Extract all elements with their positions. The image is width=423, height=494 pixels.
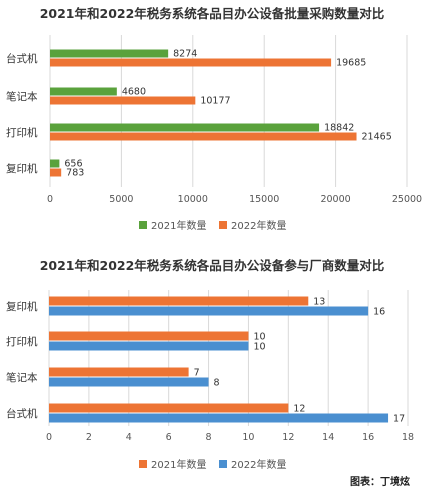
category-label: 复印机	[6, 300, 38, 313]
x-tick-label: 0	[47, 194, 53, 205]
bar-series-1	[49, 296, 309, 306]
bar-series-2	[49, 341, 249, 351]
x-tick-label: 6	[166, 432, 172, 443]
bar-series-1	[50, 123, 320, 132]
bar-series-1	[50, 87, 117, 96]
bar-series-1	[49, 331, 249, 341]
category-label: 复印机	[6, 162, 38, 175]
data-label: 8274	[173, 49, 197, 60]
data-label: 13	[313, 297, 325, 308]
data-label: 10177	[200, 96, 230, 107]
x-tick-label: 25000	[392, 194, 422, 205]
bar-series-2	[50, 168, 62, 177]
bar-series-1	[49, 403, 289, 413]
bar-series-1	[50, 49, 169, 58]
chart-title: 2021年和2022年税务系统各品目办公设备批量采购数量对比	[40, 6, 385, 21]
data-label: 783	[66, 168, 84, 179]
x-tick-label: 2	[86, 432, 92, 443]
data-label: 8	[214, 378, 220, 389]
x-tick-label: 14	[322, 432, 334, 443]
chart-procurement-quantity: 2021年和2022年税务系统各品目办公设备批量采购数量对比 0 5000 10000…	[6, 6, 422, 232]
bar-series-1	[50, 159, 60, 168]
bar-series-2	[50, 58, 332, 67]
x-tick-label: 18	[402, 432, 414, 443]
x-tick-label: 10	[242, 432, 254, 443]
legend-swatch	[139, 460, 147, 468]
bar-series-2	[49, 377, 209, 387]
category-label: 台式机	[6, 52, 38, 65]
bar-series-2	[49, 306, 369, 316]
legend-label: 2022年数量	[231, 458, 286, 471]
x-tick-label: 12	[282, 432, 294, 443]
data-label: 18842	[324, 123, 354, 134]
bar-series-2	[49, 413, 389, 423]
chart-title: 2021年和2022年税务系统各品目办公设备参与厂商数量对比	[40, 258, 385, 273]
chart-credit: 图表：丁境炫	[350, 475, 410, 488]
legend-label: 2021年数量	[151, 219, 206, 232]
x-tick-label: 8	[206, 432, 212, 443]
bar-series-2	[50, 96, 196, 105]
legend-swatch	[219, 221, 227, 229]
legend-label: 2021年数量	[151, 458, 206, 471]
category-label: 打印机	[6, 126, 38, 139]
data-label: 10	[253, 342, 265, 353]
data-label: 4680	[122, 87, 146, 98]
chart-vendor-count: 2021年和2022年税务系统各品目办公设备参与厂商数量对比 0 2 4 6 8 10 12 1…	[6, 258, 414, 471]
x-tick-label: 16	[362, 432, 374, 443]
bar-series-2	[50, 132, 357, 141]
category-label: 笔记本	[6, 90, 38, 103]
x-tick-label: 10000	[178, 194, 208, 205]
x-tick-label: 15000	[249, 194, 279, 205]
bar-series-1	[49, 367, 189, 377]
legend-swatch	[219, 460, 227, 468]
legend-swatch	[139, 221, 147, 229]
x-tick-label: 5000	[109, 194, 133, 205]
data-label: 12	[293, 404, 305, 415]
x-tick-label: 20000	[320, 194, 350, 205]
x-tick-label: 0	[46, 432, 52, 443]
category-label: 打印机	[6, 335, 38, 348]
data-label: 21465	[362, 132, 392, 143]
category-label: 台式机	[6, 407, 38, 420]
x-tick-label: 4	[126, 432, 132, 443]
data-label: 17	[393, 414, 405, 425]
data-label: 7	[194, 368, 200, 379]
data-label: 10	[253, 332, 265, 343]
category-label: 笔记本	[6, 371, 38, 384]
data-label: 19685	[336, 58, 366, 69]
data-label: 656	[64, 159, 82, 170]
legend-label: 2022年数量	[231, 219, 286, 232]
data-label: 16	[373, 307, 385, 318]
